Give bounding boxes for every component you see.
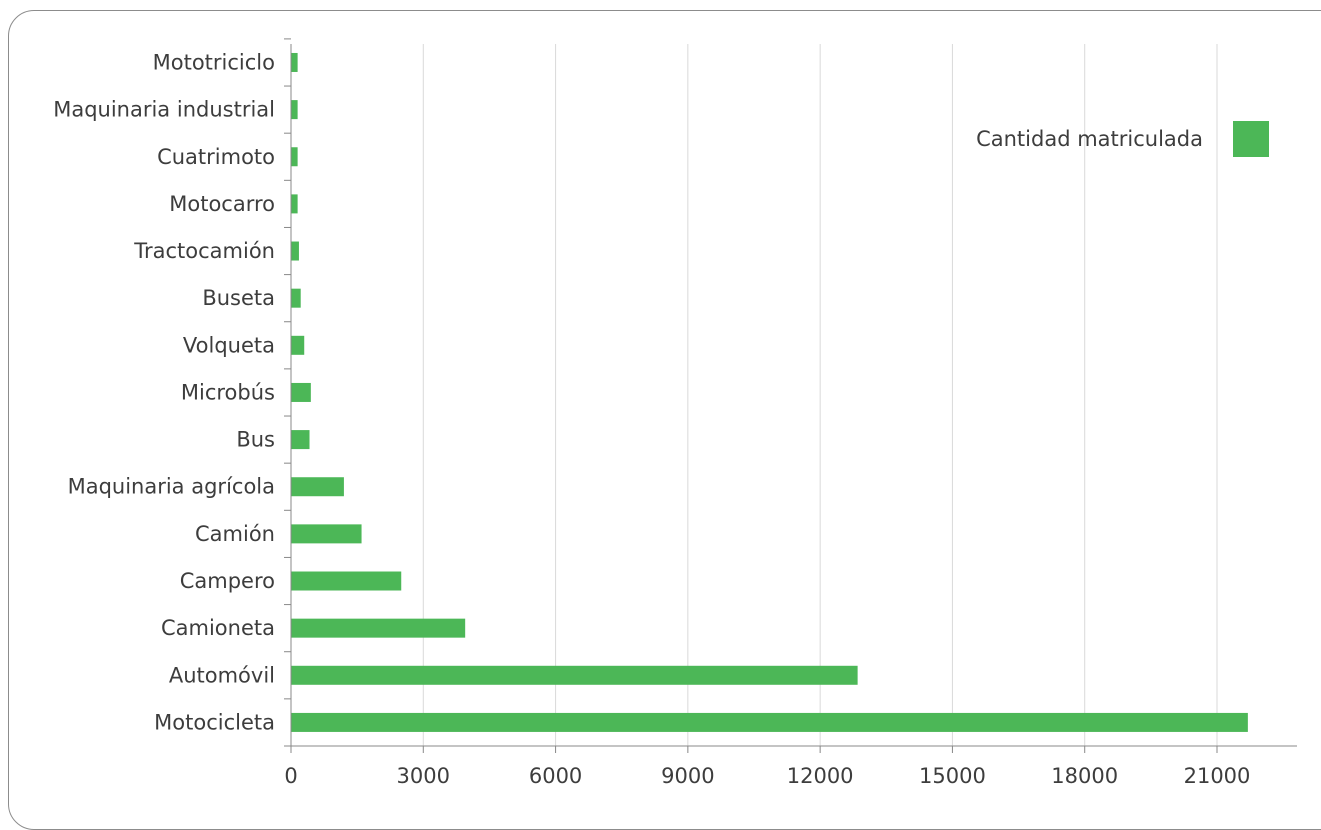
category-label: Mototriciclo <box>153 50 275 74</box>
bar <box>291 477 344 497</box>
bar <box>291 52 298 72</box>
x-tick-label: 15000 <box>919 764 986 788</box>
x-tick-label: 12000 <box>787 764 854 788</box>
bar <box>291 430 310 450</box>
category-label: Camioneta <box>161 616 275 640</box>
gridlines <box>422 44 1218 746</box>
bar <box>291 382 311 402</box>
bars <box>291 52 1248 732</box>
x-tick-label: 18000 <box>1051 764 1118 788</box>
tick-labels: 0 3000 6000 9000 12000 15000 18000 21000 <box>284 764 1250 788</box>
category-label: Motocarro <box>169 192 275 216</box>
bar <box>291 147 298 167</box>
x-tick-label: 9000 <box>661 764 714 788</box>
chart-card <box>8 10 1321 830</box>
category-label: Tractocamión <box>133 239 275 263</box>
bar <box>291 241 299 261</box>
bar <box>291 335 305 355</box>
category-label: Volqueta <box>183 333 275 357</box>
axes <box>284 38 1297 753</box>
category-label: Bus <box>236 428 275 452</box>
legend-label: Cantidad matriculada <box>976 127 1203 151</box>
x-tick-label: 21000 <box>1184 764 1251 788</box>
bar <box>291 665 858 685</box>
bar <box>291 100 298 120</box>
category-label: Camión <box>195 522 275 546</box>
category-labels: Motocicleta Automóvil Camioneta Campero Cami… <box>53 50 275 734</box>
category-label: Cuatrimoto <box>157 145 275 169</box>
category-label: Campero <box>180 569 275 593</box>
category-label: Automóvil <box>169 663 275 687</box>
category-label: Maquinaria agrícola <box>68 475 275 499</box>
legend: Cantidad matriculada <box>976 121 1269 157</box>
bar <box>291 194 298 214</box>
category-label: Motocicleta <box>154 710 275 734</box>
bar <box>291 288 301 308</box>
bar <box>291 524 362 544</box>
bar <box>291 618 466 638</box>
bar <box>291 571 402 591</box>
x-tick-label: 0 <box>284 764 297 788</box>
category-label: Microbús <box>181 380 275 404</box>
bar <box>291 712 1248 732</box>
x-tick-label: 3000 <box>397 764 450 788</box>
x-tick-label: 6000 <box>529 764 582 788</box>
category-label: Buseta <box>202 286 275 310</box>
bar-chart: Motocicleta Automóvil Camioneta Campero Cami… <box>53 38 1297 788</box>
category-label: Maquinaria industrial <box>53 98 275 122</box>
legend-swatch <box>1233 121 1269 157</box>
